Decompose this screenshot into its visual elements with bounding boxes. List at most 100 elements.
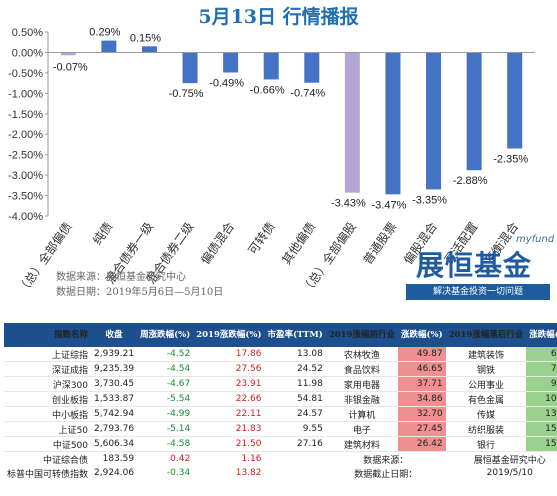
index-name-cell: 沪深300: [4, 376, 92, 392]
empty-cell: [265, 466, 326, 480]
chart-date-note: 数据日期：2019年5月6日—5月10日: [56, 287, 224, 298]
bar: [344, 52, 360, 193]
top-industry-change-cell: 49.87: [397, 347, 446, 362]
bottom-industry-change-cell: 6.54: [526, 347, 557, 362]
bottom-industry-change-cell: 7.84: [526, 361, 557, 377]
pe-cell: 11.98: [264, 376, 326, 392]
bar: [223, 52, 239, 73]
close-cell: 183.59: [102, 454, 135, 464]
table-header-row: 指数名称 收盘 周涨跌幅(%) 2019涨跌幅(%) 市盈率(TTM) 2019…: [4, 323, 557, 347]
bar: [426, 52, 442, 190]
top-industry-cell: 计算机: [325, 406, 398, 422]
fund-return-bar-chart: 0.50% 0.00% -0.50% -1.00% -1.50% -2.00% -2.50%…: [8, 27, 535, 297]
bar-value-label: -0.74%: [290, 88, 325, 100]
bar-value-label: -3.43%: [331, 198, 366, 210]
y-tick-label: -0.50%: [8, 68, 43, 80]
top-industry-change-cell: 27.45: [397, 421, 446, 437]
close-cell: 5,742.94: [91, 406, 138, 422]
bar-value-label: -2.88%: [453, 175, 488, 187]
top-industry-change-cell: 26.42: [397, 436, 446, 452]
table-row: 沪深300 3,730.45 -4.67 23.91 11.98 家用电器 37.71 公用事…: [4, 376, 557, 392]
top-industry-change-cell: 37.71: [397, 376, 446, 392]
bar-value-label: 0.29%: [89, 27, 120, 39]
top-industry-change-cell: 32.70: [397, 406, 446, 422]
top-industry-cell: 非银金融: [325, 391, 398, 407]
bottom-industry-cell: 有色金属: [445, 391, 527, 407]
x-category-label: 偏债混合: [197, 219, 237, 267]
close-cell: 1,533.87: [91, 391, 138, 407]
week-change-cell: -4.52: [137, 347, 194, 362]
table-row: 创业板指 1,533.87 -5.54 22.66 54.81 非银金融 34.86 有色金属…: [4, 391, 557, 407]
bar: [263, 52, 279, 80]
brand-en-text: myfund: [516, 234, 555, 245]
week-change-cell: -4.58: [137, 436, 194, 452]
ytd-change-cell: 27.56: [193, 361, 265, 377]
table-row: 中证综合债 183.59 0.42 1.16 数据来源： 展恒基金研究中心: [4, 452, 557, 467]
y-tick-label: 0.00%: [12, 47, 43, 59]
bar-value-label: -0.75%: [169, 88, 204, 100]
brand-slogan: 解决基金投资一切问题: [406, 284, 550, 300]
pe-cell: 54.81: [264, 391, 326, 407]
col-header-index: 指数名称: [4, 323, 92, 347]
bottom-industry-cell: 银行: [445, 436, 527, 452]
bottom-industry-cell: 传媒: [445, 406, 527, 422]
top-industry-cell: 家用电器: [325, 376, 398, 392]
bar: [141, 46, 157, 53]
top-industry-cell: 电子: [325, 421, 398, 437]
table-note-value: 展恒基金研究中心: [473, 455, 546, 466]
index-name-cell: 深证成指: [4, 361, 92, 377]
page-title: 5月13日 行情播报: [198, 6, 359, 28]
pe-cell: 9.55: [264, 421, 326, 437]
bar: [385, 52, 401, 195]
bottom-industry-change-cell: 13.36: [526, 406, 557, 422]
week-change-cell: -4.67: [137, 376, 194, 392]
ytd-change-cell: 17.86: [193, 347, 265, 362]
bar-value-label: 0.15%: [130, 32, 161, 44]
bottom-industry-change-cell: 9.48: [526, 376, 557, 392]
y-tick-label: -2.00%: [8, 129, 43, 141]
bar: [304, 52, 320, 83]
ytd-change-cell: 13.82: [235, 468, 262, 478]
x-category-label: 纯债: [90, 220, 115, 248]
brand-name: 展恒基金: [415, 249, 532, 282]
index-name-cell: 创业板指: [4, 391, 92, 407]
bar: [507, 52, 523, 149]
y-tick-label: -1.00%: [8, 88, 43, 100]
empty-cell: [265, 452, 326, 467]
bottom-industry-cell: 公用事业: [445, 376, 527, 392]
top-industry-change-cell: 34.86: [397, 391, 446, 407]
ytd-change-cell: 23.91: [193, 376, 265, 392]
week-change-cell: -4.54: [137, 361, 194, 377]
table-row: 上证综指 2,939.21 -4.52 17.86 13.08 农林牧渔 49.87 建筑装饰…: [4, 347, 557, 362]
y-tick-label: 0.50%: [12, 27, 43, 39]
col-header-bottom-change: 涨跌幅(%): [526, 323, 557, 347]
index-name-cell: 中证500: [4, 436, 92, 452]
x-category-label: 可转债: [245, 219, 278, 257]
close-cell: 5,606.34: [91, 436, 138, 452]
bottom-industry-cell: 钢铁: [445, 361, 527, 377]
pe-cell: 27.16: [264, 436, 326, 452]
ytd-change-cell: 22.11: [193, 406, 265, 422]
bar-value-label: -0.49%: [209, 77, 244, 89]
bar: [101, 40, 117, 53]
ytd-change-cell: 1.16: [241, 454, 262, 464]
y-tick-label: -1.50%: [8, 109, 43, 121]
bar-value-label: -3.35%: [412, 194, 447, 206]
bar-value-label: -0.07%: [53, 61, 88, 73]
col-header-pe: 市盈率(TTM): [264, 323, 326, 347]
pe-cell: 24.52: [264, 361, 326, 377]
week-change-cell: -5.54: [137, 391, 194, 407]
y-tick-label: -3.50%: [8, 191, 43, 203]
col-header-bottom-industry: 2019涨幅落后行业: [445, 323, 527, 347]
market-index-table: 指数名称 收盘 周涨跌幅(%) 2019涨跌幅(%) 市盈率(TTM) 2019…: [4, 323, 557, 480]
table-row: 深证成指9,235.39-4.5427.5624.52食品饮料46.65钢铁7.…: [4, 361, 557, 377]
index-name-cell: 标普中国可转债指数: [7, 469, 89, 480]
index-name-cell: 上证综指: [4, 347, 92, 362]
bottom-industry-cell: 建筑装饰: [445, 347, 527, 362]
table-row: 中证500 5,606.34 -4.58 21.50 27.16 建筑材料 26.42 银行 1…: [4, 436, 557, 452]
table-row: 标普中国可转债指数 2,924.06 -0.34 13.82 数据截止日期： 2019/5…: [4, 466, 557, 480]
x-category-label: 其他偏债: [278, 219, 318, 267]
table-note-label: 数据截止日期：: [354, 469, 418, 480]
bar-value-label: -0.66%: [250, 84, 285, 96]
ytd-change-cell: 21.50: [193, 436, 265, 452]
